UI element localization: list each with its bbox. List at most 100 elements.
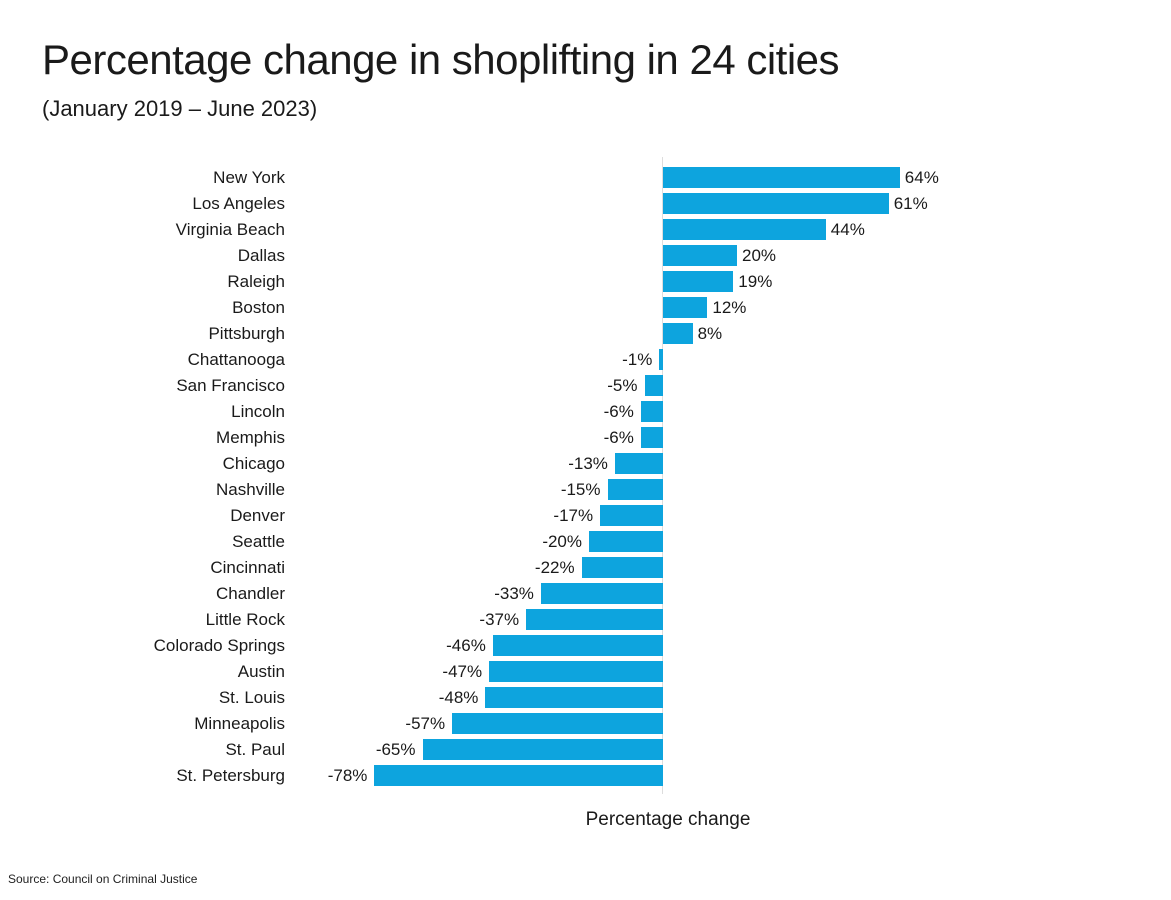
bar [492, 635, 663, 656]
value-label: -13% [568, 454, 608, 473]
bar-row: St. Petersburg -78% [0, 763, 1171, 789]
category-label: Pittsburgh [208, 324, 285, 343]
bar-row: St. Paul -65% [0, 737, 1171, 763]
value-label: -78% [327, 766, 368, 785]
bar-row: Raleigh 19% [0, 269, 1171, 295]
bar-row: Seattle -20% [0, 529, 1171, 555]
value-label: -6% [603, 402, 634, 421]
value-label: -22% [534, 558, 575, 577]
bar-row: San Francisco -5% [0, 373, 1171, 399]
bar-row: Chicago -13% [0, 451, 1171, 477]
bar-row: Virginia Beach 44% [0, 217, 1171, 243]
category-label: Virginia Beach [175, 220, 285, 239]
category-label: Dallas [237, 246, 285, 265]
value-label: -1% [622, 350, 653, 369]
value-label: -5% [607, 376, 638, 395]
bar-row: Nashville -15% [0, 477, 1171, 503]
chart-subtitle: (January 2019 – June 2023) [42, 96, 318, 121]
x-axis-label: Percentage change [585, 809, 751, 830]
category-label: Chicago [222, 454, 285, 473]
bar [640, 401, 663, 422]
bar [374, 765, 663, 786]
value-label: -47% [442, 662, 483, 681]
bar-row: Chattanooga -1% [0, 347, 1171, 373]
bar-row: Pittsburgh 8% [0, 321, 1171, 347]
value-label: -57% [405, 714, 446, 733]
bar-row: Los Angeles 61% [0, 191, 1171, 217]
value-label: 12% [712, 298, 747, 317]
bar-row: Cincinnati -22% [0, 555, 1171, 581]
page-title: Percentage change in shoplifting in 24 c… [42, 36, 840, 83]
category-label: Nashville [216, 480, 285, 499]
bar [640, 427, 663, 448]
category-label: Los Angeles [192, 194, 285, 213]
category-label: Raleigh [227, 272, 285, 291]
bar-row: Chandler -33% [0, 581, 1171, 607]
bar-row: Minneapolis -57% [0, 711, 1171, 737]
bar-chart: New York 64% Los Angeles 61% Virginia Be… [0, 157, 1171, 794]
bar [614, 453, 663, 474]
category-label: Memphis [216, 428, 285, 447]
category-label: Seattle [232, 532, 285, 551]
bar [452, 713, 663, 734]
value-label: -33% [494, 584, 534, 603]
bar [659, 349, 663, 370]
bar [526, 609, 663, 630]
bar-row: Lincoln -6% [0, 399, 1171, 425]
category-label: St. Louis [218, 688, 285, 707]
category-label: Chandler [216, 584, 285, 603]
category-label: Little Rock [205, 610, 285, 629]
bar [422, 739, 663, 760]
category-label: Minneapolis [194, 714, 285, 733]
bar-row: Little Rock -37% [0, 607, 1171, 633]
value-label: 19% [738, 272, 773, 291]
value-label: 8% [697, 324, 723, 343]
bar-row: Dallas 20% [0, 243, 1171, 269]
value-label: 44% [830, 220, 865, 239]
bar-row: Denver -17% [0, 503, 1171, 529]
value-label: 64% [904, 168, 939, 187]
value-label: -65% [375, 740, 416, 759]
category-label: Austin [237, 662, 285, 681]
category-label: Colorado Springs [153, 636, 285, 655]
bar-row: Boston 12% [0, 295, 1171, 321]
category-label: San Francisco [176, 376, 285, 395]
bar-row: St. Louis -48% [0, 685, 1171, 711]
value-label: -48% [438, 688, 479, 707]
value-label: -15% [560, 480, 601, 499]
bar [663, 271, 734, 292]
value-label: -46% [446, 636, 486, 655]
category-label: Denver [230, 506, 285, 525]
source-note: Source: Council on Criminal Justice [8, 872, 198, 886]
bar [581, 557, 663, 578]
bar [663, 245, 737, 266]
bar [663, 323, 693, 344]
category-label: St. Petersburg [176, 766, 285, 785]
bar [663, 167, 900, 188]
category-label: New York [213, 168, 285, 187]
bar-row: Colorado Springs -46% [0, 633, 1171, 659]
bar [600, 505, 663, 526]
bar [485, 687, 663, 708]
value-label: 20% [742, 246, 777, 265]
zero-axis-line [662, 157, 663, 794]
bar [663, 219, 826, 240]
bar [663, 297, 708, 318]
bar [589, 531, 663, 552]
bar [540, 583, 663, 604]
value-label: 61% [893, 194, 928, 213]
bar [644, 375, 663, 396]
bar [489, 661, 663, 682]
category-label: St. Paul [225, 740, 285, 759]
category-label: Lincoln [231, 402, 285, 421]
bar-row: Austin -47% [0, 659, 1171, 685]
bar [663, 193, 889, 214]
bar-row: New York 64% [0, 165, 1171, 191]
bar [607, 479, 663, 500]
value-label: -17% [553, 506, 594, 525]
value-label: -20% [542, 532, 582, 551]
bar-row: Memphis -6% [0, 425, 1171, 451]
category-label: Boston [232, 298, 285, 317]
value-label: -6% [603, 428, 634, 447]
